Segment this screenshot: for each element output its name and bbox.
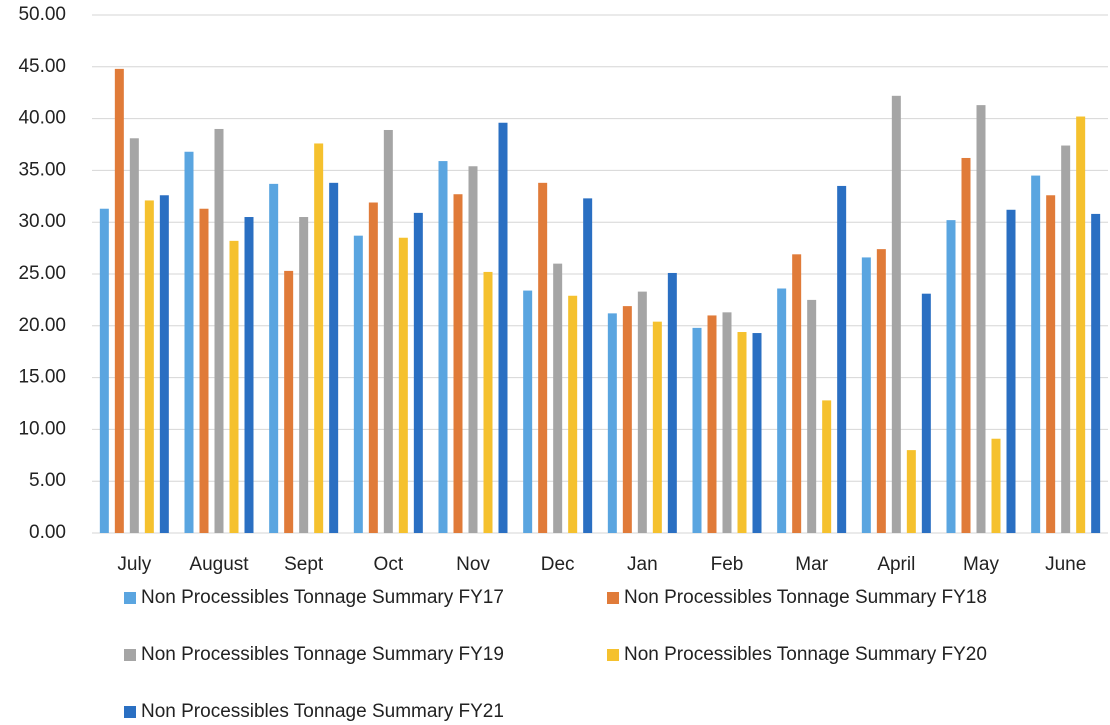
- bar: [976, 105, 986, 533]
- bar: [637, 291, 647, 533]
- bar: [498, 122, 508, 533]
- bar: [453, 194, 463, 533]
- bar: [299, 217, 309, 533]
- bar: [284, 270, 294, 533]
- bar: [1006, 209, 1016, 533]
- bar: [822, 400, 832, 533]
- legend-label: Non Processibles Tonnage Summary FY18: [624, 587, 987, 608]
- legend-swatch: [607, 649, 619, 661]
- bar: [438, 161, 448, 534]
- legend-swatch: [124, 592, 136, 604]
- x-tick-label: Dec: [541, 554, 575, 575]
- bar: [667, 272, 677, 533]
- bar: [861, 257, 871, 533]
- y-tick-label: 5.00: [29, 470, 66, 491]
- bar: [114, 68, 124, 533]
- bar: [553, 263, 563, 533]
- bar: [807, 299, 817, 533]
- bar: [314, 143, 324, 534]
- y-tick-label: 25.00: [18, 263, 66, 284]
- y-tick-label: 35.00: [18, 159, 66, 180]
- bar: [906, 450, 916, 533]
- y-tick-label: 50.00: [18, 4, 66, 25]
- bar: [777, 288, 787, 533]
- legend-label: Non Processibles Tonnage Summary FY20: [624, 644, 987, 665]
- legend-label: Non Processibles Tonnage Summary FY17: [141, 587, 504, 608]
- bar: [568, 295, 578, 533]
- bar: [199, 208, 209, 533]
- bar: [398, 237, 408, 534]
- bar: [368, 202, 378, 534]
- bar: [1061, 145, 1071, 533]
- y-tick-label: 20.00: [18, 315, 66, 336]
- bar: [1031, 175, 1041, 533]
- bar: [483, 271, 493, 533]
- bar: [991, 438, 1001, 533]
- bar: [523, 290, 533, 533]
- bar: [229, 240, 239, 533]
- bar: [652, 321, 662, 533]
- y-tick-label: 45.00: [18, 56, 66, 77]
- bar: [752, 333, 762, 533]
- bar: [692, 327, 702, 533]
- bar: [184, 151, 194, 533]
- bar: [468, 166, 478, 534]
- y-tick-label: 10.00: [18, 418, 66, 439]
- bar: [1076, 116, 1086, 533]
- bar: [353, 235, 363, 533]
- x-tick-label: Nov: [456, 554, 490, 575]
- legend-swatch: [124, 706, 136, 718]
- x-tick-label: Jan: [627, 554, 658, 575]
- x-tick-label: April: [877, 554, 915, 575]
- x-tick-label: Mar: [795, 554, 828, 575]
- bar: [622, 306, 632, 533]
- bar: [159, 195, 169, 533]
- bar: [329, 182, 339, 533]
- bar: [891, 95, 901, 534]
- y-tick-label: 0.00: [29, 522, 66, 543]
- bar: [921, 293, 931, 533]
- bar: [214, 128, 224, 533]
- bar: [129, 138, 139, 533]
- bar: [737, 332, 747, 533]
- x-tick-label: June: [1045, 554, 1086, 575]
- bar: [99, 208, 109, 533]
- bar: [707, 315, 717, 533]
- bar: [607, 313, 617, 533]
- bar: [383, 129, 393, 533]
- bar: [1046, 195, 1056, 533]
- bar: [722, 312, 732, 533]
- y-tick-label: 15.00: [18, 367, 66, 388]
- bar: [244, 217, 254, 533]
- x-tick-label: May: [963, 554, 999, 575]
- bar: [1091, 213, 1101, 534]
- x-tick-label: Sept: [284, 554, 324, 575]
- bar: [144, 200, 154, 533]
- y-tick-label: 30.00: [18, 211, 66, 232]
- bar: [837, 185, 847, 533]
- bar: [269, 183, 279, 534]
- bar: [538, 182, 548, 533]
- legend-swatch: [607, 592, 619, 604]
- y-tick-label: 40.00: [18, 108, 66, 129]
- x-tick-label: Oct: [374, 554, 404, 575]
- bar: [583, 198, 593, 533]
- x-tick-label: August: [189, 554, 249, 575]
- bar: [413, 212, 423, 533]
- bar: [792, 254, 802, 534]
- x-tick-label: July: [117, 554, 151, 575]
- legend-label: Non Processibles Tonnage Summary FY19: [141, 644, 504, 665]
- bar: [876, 249, 886, 534]
- x-tick-label: Feb: [711, 554, 744, 575]
- bar: [961, 157, 971, 533]
- legend-swatch: [124, 649, 136, 661]
- bar: [946, 220, 956, 534]
- legend-label: Non Processibles Tonnage Summary FY21: [141, 701, 504, 722]
